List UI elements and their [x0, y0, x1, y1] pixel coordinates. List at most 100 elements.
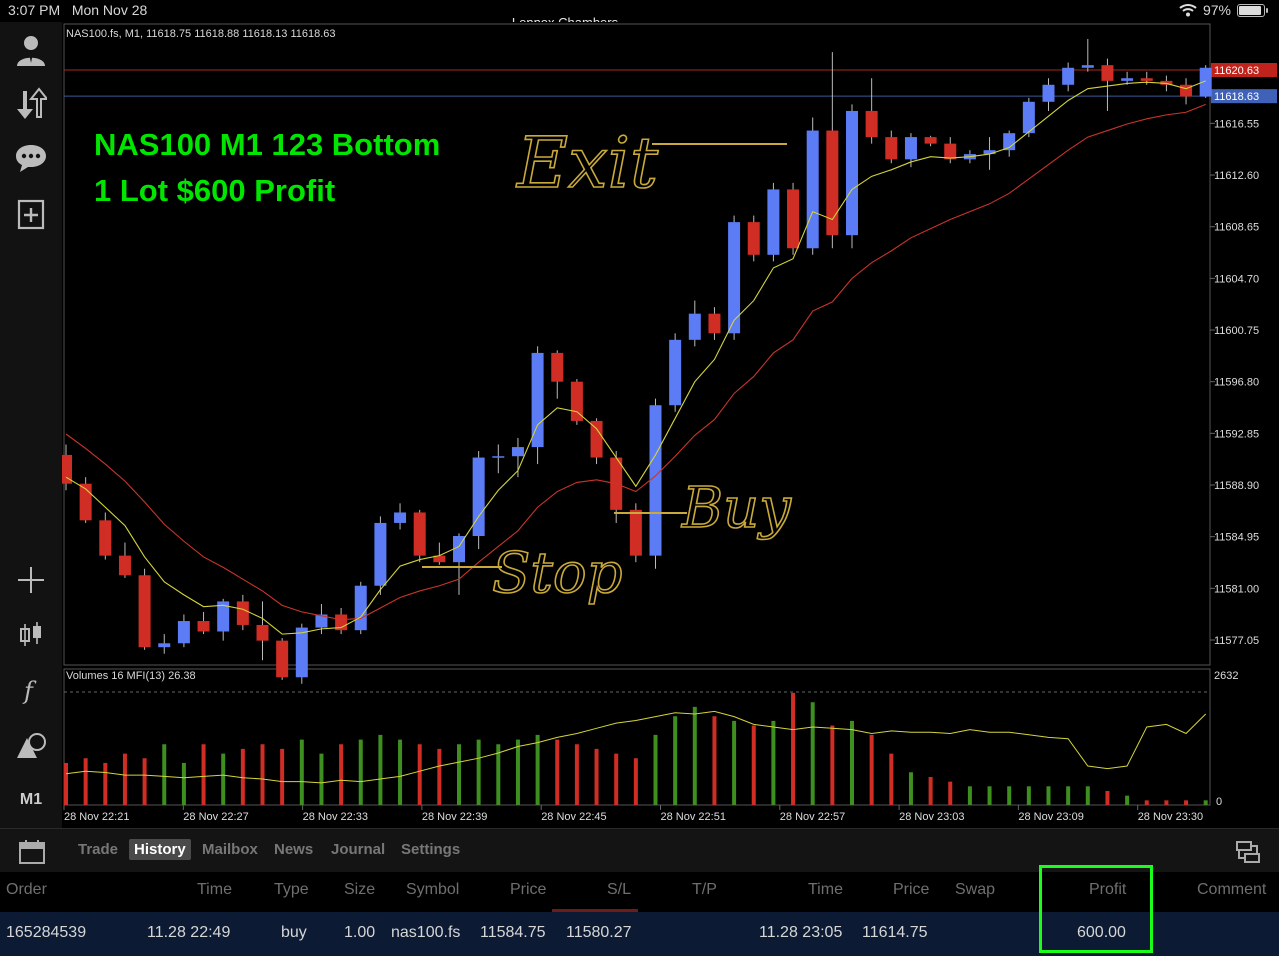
left-toolbar: f M1 [0, 22, 62, 828]
candle-body [904, 137, 917, 160]
price-axis-label: 11612.60 [1214, 170, 1259, 182]
add-chart-icon[interactable] [13, 196, 49, 232]
candle-body [669, 339, 682, 406]
cell-type: buy [281, 924, 307, 941]
candle-body [629, 509, 642, 556]
tab-trade[interactable]: Trade [78, 841, 119, 858]
time-axis-label: 28 Nov 22:51 [661, 811, 726, 823]
candle-body [806, 130, 819, 249]
headline-line-1: NAS100 M1 123 Bottom [94, 127, 441, 162]
col-size[interactable]: Size [344, 881, 376, 898]
candle-body [315, 614, 328, 628]
time-axis-label: 28 Nov 23:09 [1018, 811, 1083, 823]
tab-journal[interactable]: Journal [331, 841, 386, 858]
candle-body [885, 137, 898, 160]
col-open-price[interactable]: Price [510, 881, 547, 898]
bottom-tabs-bar: Trade History Mailbox News Journal Setti… [0, 828, 1279, 872]
profit-highlight-box [1039, 865, 1153, 953]
headline-line-2: 1 Lot $600 Profit [94, 173, 336, 208]
col-close-price[interactable]: Price [893, 881, 930, 898]
candle-body [1042, 84, 1055, 102]
col-swap[interactable]: Swap [955, 881, 996, 898]
col-close-time[interactable]: Time [808, 881, 843, 898]
cell-open-time: 11.28 22:49 [147, 924, 231, 941]
col-symbol[interactable]: Symbol [406, 881, 460, 898]
slow-ma-line [65, 103, 1206, 621]
volume-indicator-info: Volumes 16 MFI(13) 26.38 [66, 670, 196, 682]
mfi-line [65, 710, 1207, 784]
candle-body [1180, 84, 1193, 97]
candle-body [99, 520, 112, 556]
candle-body [649, 405, 662, 556]
price-chart[interactable]: 11616.55 11612.60 11608.65 11604.70 11600.75… [62, 22, 1279, 828]
cell-profit: 600.00 [1077, 924, 1126, 941]
candle-body [551, 352, 564, 382]
candle-body [924, 137, 937, 144]
candle-body [1160, 80, 1173, 85]
candle-body [62, 454, 72, 484]
candle-body [826, 130, 839, 236]
candle-body [1199, 67, 1212, 97]
layout-toggle-icon[interactable] [1235, 839, 1261, 865]
price-axis-label: 11596.80 [1214, 377, 1259, 389]
calendar-icon[interactable] [18, 839, 46, 865]
candle-body [1062, 67, 1075, 85]
chart-headline: NAS100 M1 123 Bottom 1 Lot $600 Profit [94, 122, 440, 214]
sl-sort-indicator [552, 909, 638, 912]
candle-body [374, 522, 387, 586]
candles-icon[interactable] [13, 617, 49, 653]
time-axis-label: 28 Nov 22:45 [541, 811, 606, 823]
col-type[interactable]: Type [274, 881, 309, 898]
user-icon[interactable] [13, 32, 49, 68]
col-order[interactable]: Order [6, 881, 47, 898]
volume-max-label: 2632 [1214, 670, 1238, 682]
shapes-icon[interactable] [13, 727, 49, 763]
col-tp[interactable]: T/P [692, 881, 717, 898]
crosshair-icon[interactable] [13, 562, 49, 598]
timeframe-m1-button[interactable]: M1 [19, 791, 43, 808]
col-comment[interactable]: Comment [1197, 881, 1267, 898]
candle-body [433, 555, 446, 563]
candle-body [1101, 65, 1114, 81]
tab-mailbox[interactable]: Mailbox [202, 841, 258, 858]
tab-history[interactable]: History [129, 839, 191, 860]
table-row[interactable]: 165284539 11.28 22:49 buy 1.00 nas100.fs… [0, 912, 1279, 956]
cell-size: 1.00 [344, 924, 376, 941]
bid-price-tag [1211, 89, 1277, 104]
candle-body [787, 189, 800, 249]
price-axis-label: 11592.85 [1214, 428, 1259, 440]
function-icon[interactable]: f [13, 672, 49, 708]
chart-symbol-info: NAS100.fs, M1, 11618.75 11618.88 11618.1… [66, 28, 336, 40]
col-profit[interactable]: Profit [1089, 881, 1127, 898]
candle-body [590, 420, 603, 458]
candle-body [708, 313, 721, 334]
time-axis-label: 28 Nov 23:30 [1138, 811, 1203, 823]
cell-sl: 11580.27 [566, 924, 632, 941]
ask-price-tag [1211, 63, 1277, 77]
chart-canvas[interactable]: 11616.55 11612.60 11608.65 11604.70 11600.75… [62, 22, 1279, 828]
candle-body [276, 640, 289, 678]
candle-body [177, 621, 190, 644]
candle-body [217, 601, 230, 632]
candle-body [394, 512, 407, 523]
candle-body [472, 457, 485, 537]
candle-body [236, 601, 249, 625]
cell-open-price: 11584.75 [480, 924, 546, 941]
candle-body [118, 555, 131, 576]
price-axis-label: 11584.95 [1214, 532, 1259, 544]
col-open-time[interactable]: Time [197, 881, 232, 898]
annotation-buy: Buy [681, 476, 792, 541]
volume-min-label: 0 [1216, 796, 1222, 808]
col-sl[interactable]: S/L [607, 881, 632, 898]
history-table-header: Order Time Type Size Symbol Price S/L T/… [0, 872, 1279, 912]
tab-news[interactable]: News [274, 841, 314, 858]
candle-body [767, 189, 780, 255]
candle-body [413, 512, 426, 556]
svg-text:f: f [22, 677, 37, 705]
chat-icon[interactable] [13, 140, 49, 176]
trade-arrows-icon[interactable] [13, 86, 49, 122]
candle-body [295, 627, 308, 678]
annotation-exit: Exit [515, 122, 659, 204]
tab-settings[interactable]: Settings [401, 841, 461, 858]
candle-body [511, 447, 524, 457]
